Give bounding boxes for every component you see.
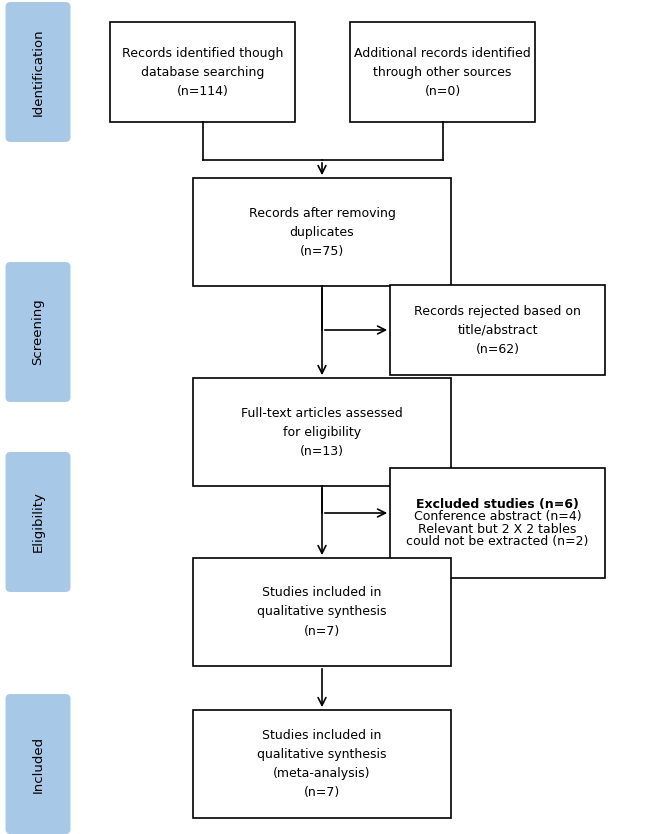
Bar	[390, 468, 605, 578]
Bar	[390, 285, 605, 375]
Text: Additional records identified
through other sources
(n=0): Additional records identified through ot…	[354, 47, 531, 98]
FancyBboxPatch shape	[5, 694, 70, 834]
Text: Records rejected based on
title/abstract
(n=62): Records rejected based on title/abstract…	[414, 304, 581, 355]
Text: Full-text articles assessed
for eligibility
(n=13): Full-text articles assessed for eligibil…	[241, 406, 403, 458]
Bar	[350, 22, 535, 122]
Text: Conference abstract (n=4): Conference abstract (n=4)	[413, 510, 581, 523]
Text: Studies included in
qualitative synthesis
(meta-analysis)
(n=7): Studies included in qualitative synthesi…	[257, 729, 387, 799]
FancyBboxPatch shape	[5, 2, 70, 142]
Text: Included: Included	[31, 736, 44, 792]
Bar	[193, 558, 451, 666]
Text: Identification: Identification	[31, 28, 44, 116]
FancyBboxPatch shape	[5, 262, 70, 402]
FancyBboxPatch shape	[5, 452, 70, 592]
Text: Eligibility: Eligibility	[31, 491, 44, 552]
Text: Excluded studies (n=6): Excluded studies (n=6)	[416, 498, 579, 510]
Bar	[193, 178, 451, 286]
Text: Records identified though
database searching
(n=114): Records identified though database searc…	[122, 47, 283, 98]
Bar	[193, 710, 451, 818]
Bar	[110, 22, 295, 122]
Text: Studies included in
qualitative synthesis
(n=7): Studies included in qualitative synthesi…	[257, 586, 387, 637]
Text: could not be extracted (n=2): could not be extracted (n=2)	[406, 535, 589, 549]
Text: Relevant but 2 X 2 tables: Relevant but 2 X 2 tables	[419, 523, 577, 535]
Text: Records after removing
duplicates
(n=75): Records after removing duplicates (n=75)	[248, 207, 395, 258]
Text: Screening: Screening	[31, 299, 44, 365]
Bar	[193, 378, 451, 486]
